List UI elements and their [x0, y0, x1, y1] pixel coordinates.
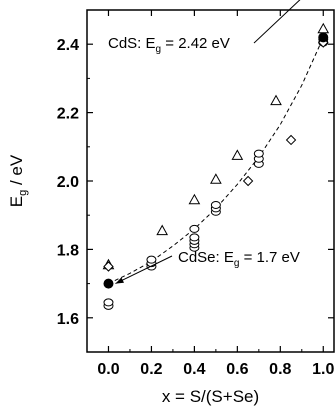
- point-circle-filled: [318, 32, 329, 43]
- point-triangle-open: [270, 94, 282, 106]
- x-tick-label: 0.8: [269, 361, 291, 378]
- point-triangle-open: [210, 173, 222, 184]
- point-circle-open: [253, 149, 264, 158]
- data-points: [102, 22, 330, 310]
- point-triangle-open: [156, 224, 169, 236]
- point-circle-open: [210, 200, 221, 209]
- point-circle-open: [103, 298, 114, 307]
- annotation-cdse-arrowhead: [115, 277, 124, 284]
- annotation-cdse-label: CdSe: Eg = 1.7 eV: [178, 249, 300, 269]
- annotation-cdse-arrow: [115, 255, 173, 285]
- y-tick-label: 1.6: [57, 311, 79, 328]
- point-triangle-open: [317, 22, 330, 34]
- point-diamond-open: [103, 261, 114, 272]
- axis-ticks: [87, 10, 334, 352]
- y-tick-label: 2.2: [57, 106, 79, 123]
- axis-tick-labels: 0.0 0.2 0.4 0.6 0.8 1.0 1.6 1.8 2.0 2.2 2.4: [57, 37, 335, 378]
- x-tick-label: 0.2: [140, 361, 162, 378]
- x-tick-label: 0.6: [226, 361, 248, 378]
- fit-curve: [108, 37, 324, 285]
- point-triangle-open: [231, 149, 244, 160]
- point-circle-filled: [103, 278, 114, 289]
- annotation-cds-arrow: [253, 0, 301, 44]
- point-circle-open: [189, 233, 200, 242]
- y-tick-label: 1.8: [57, 242, 79, 259]
- annotations: CdS: Eg = 2.42 eV CdSe: Eg = 1.7 eV: [108, 0, 301, 285]
- point-circle-open: [189, 224, 200, 233]
- x-tick-label: 0.4: [183, 361, 205, 378]
- y-tick-label: 2.0: [57, 174, 79, 191]
- x-axis-title: x = S/(S+Se): [162, 387, 259, 406]
- point-circle-open: [146, 255, 157, 264]
- point-diamond-open: [285, 134, 297, 146]
- x-tick-label: 0.0: [97, 361, 119, 378]
- y-tick-label: 2.4: [57, 37, 79, 54]
- plot-frame: [86, 9, 335, 353]
- annotation-cds-label: CdS: Eg = 2.42 eV: [108, 35, 230, 55]
- point-triangle-open: [188, 193, 201, 205]
- point-diamond-open: [242, 175, 254, 187]
- x-tick-label: 1.0: [312, 361, 334, 378]
- y-axis-title: Eg / eV: [7, 154, 29, 207]
